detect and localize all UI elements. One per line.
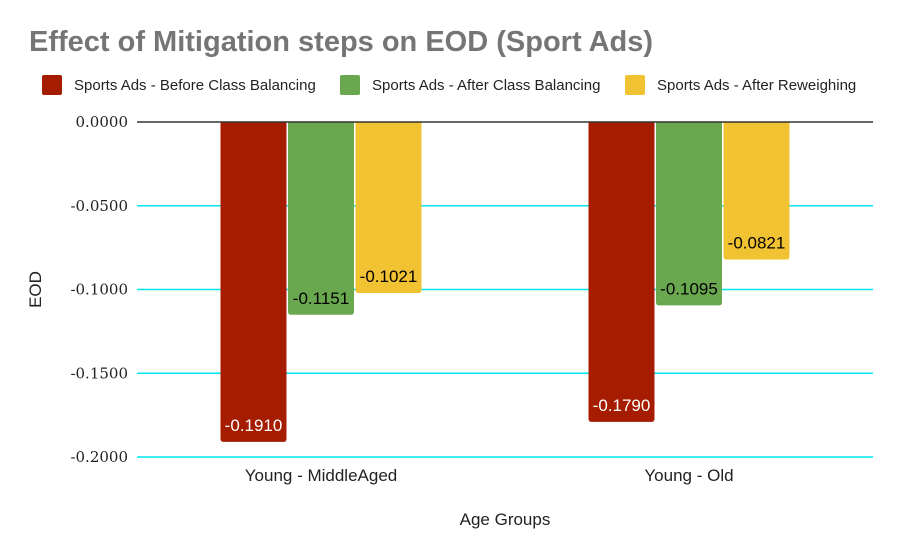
bars (220, 122, 790, 442)
legend-label-before-class-balancing: Sports Ads - Before Class Balancing (74, 76, 316, 94)
legend-item-before-class-balancing[interactable]: Sports Ads - Before Class Balancing (42, 74, 316, 96)
chart-legend: Sports Ads - Before Class Balancing Spor… (0, 74, 900, 96)
data-label: -0.1021 (360, 267, 418, 286)
bar (288, 122, 354, 315)
bar (656, 122, 722, 306)
x-category-label: Young - Old (644, 466, 733, 485)
data-label: -0.1095 (660, 279, 718, 298)
x-category-label: Young - MiddleAged (245, 466, 398, 485)
x-axis-categories: Young - MiddleAged Young - Old (245, 466, 734, 485)
bar (723, 122, 790, 260)
y-tick-label: -0.1000 (70, 281, 128, 299)
y-axis-ticks: 0.0000 -0.0500 -0.1000 -0.1500 -0.2000 (70, 113, 128, 466)
legend-swatch-after-reweighing (625, 75, 645, 95)
chart-title: Effect of Mitigation steps on EOD (Sport… (29, 26, 654, 58)
data-label: -0.1151 (293, 289, 349, 308)
legend-label-after-reweighing: Sports Ads - After Reweighing (657, 76, 857, 94)
data-label: -0.1790 (593, 396, 651, 415)
y-tick-label: 0.0000 (76, 113, 129, 131)
bar (588, 122, 655, 422)
y-tick-label: -0.0500 (70, 197, 128, 215)
x-axis-title: Age Groups (460, 510, 551, 529)
legend-swatch-before-class-balancing (42, 75, 62, 95)
bar (355, 122, 422, 294)
legend-swatch-after-class-balancing (340, 75, 360, 95)
y-axis-title: EOD (26, 271, 45, 308)
legend-label-after-class-balancing: Sports Ads - After Class Balancing (372, 76, 601, 94)
legend-item-after-class-balancing[interactable]: Sports Ads - After Class Balancing (340, 74, 600, 96)
legend-item-after-reweighing[interactable]: Sports Ads - After Reweighing (625, 74, 856, 96)
bar (220, 122, 287, 442)
data-label: -0.1910 (225, 416, 283, 435)
y-tick-label: -0.2000 (70, 448, 128, 466)
data-label: -0.0821 (728, 234, 786, 253)
y-tick-label: -0.1500 (70, 364, 128, 382)
data-labels: -0.1910 -0.1151 -0.1021 -0.1790 -0.1095 -0.08… (225, 234, 786, 435)
